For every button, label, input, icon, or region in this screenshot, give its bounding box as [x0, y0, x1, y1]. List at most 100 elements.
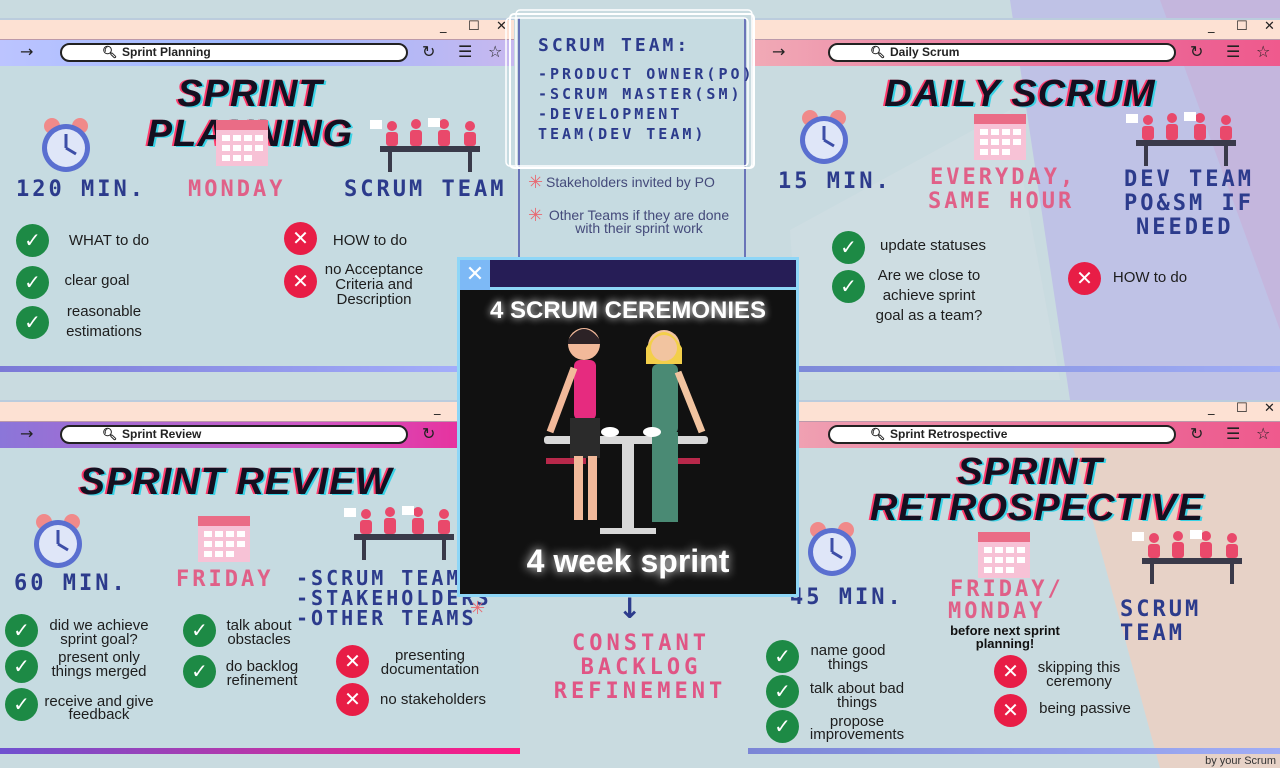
window-titlebar: [748, 400, 1280, 422]
maximize-icon[interactable]: ☐: [468, 19, 480, 34]
window-bottom-bar: [0, 748, 520, 754]
maximize-icon[interactable]: ☐: [1236, 19, 1248, 34]
search-icon: 🔍︎: [102, 45, 118, 59]
review-who: -OTHER TEAMS: [296, 606, 477, 630]
team-meeting-icon: [1126, 112, 1236, 166]
daily-do-item: achieve sprint: [882, 287, 976, 304]
asterisk-icon: ✳: [528, 172, 544, 193]
reload-icon[interactable]: ↻: [422, 42, 436, 61]
team-meeting-icon: [370, 118, 480, 172]
scrum-team-line: -PRODUCT OWNER(PO): [538, 65, 755, 83]
review-who: -STAKEHOLDERS: [296, 586, 492, 610]
alarm-clock-icon: [808, 522, 856, 576]
star-icon[interactable]: ☆: [1256, 424, 1271, 443]
check-icon: ✓: [766, 675, 799, 708]
url-text: Daily Scrum: [890, 45, 960, 59]
menu-icon[interactable]: ☰: [1226, 42, 1241, 61]
window-bottom-bar: [0, 366, 514, 372]
star-icon[interactable]: ☆: [1256, 42, 1271, 61]
retro-do-item: propose: [829, 713, 885, 730]
review-dont-item: documentation: [380, 661, 480, 678]
close-icon[interactable]: ✕: [460, 260, 490, 290]
maximize-icon[interactable]: ☐: [1236, 401, 1248, 416]
scrum-team-line: -DEVELOPMENT: [538, 105, 683, 123]
calendar-icon: [978, 532, 1030, 578]
daily-scrum-window: _ ☐ ✕ → 🔍︎ Daily Scrum ↻ ☰ ☆: [752, 18, 1280, 372]
review-do-item: feedback: [68, 706, 130, 723]
retro-dont-item: skipping this: [1037, 659, 1121, 676]
forward-arrow-icon[interactable]: →: [20, 424, 34, 443]
menu-icon[interactable]: ☰: [458, 42, 473, 61]
review-do-item: talk about: [226, 617, 292, 634]
url-field[interactable]: 🔍︎ Sprint Retrospective: [828, 425, 1176, 444]
close-icon[interactable]: ✕: [1264, 19, 1275, 34]
retro-dont-item: being passive: [1039, 700, 1131, 717]
center-ceremonies-window: ✕ 4 SCRUM CEREMONIES 4 week sprint: [457, 257, 799, 597]
daily-do-item: goal as a team?: [875, 307, 983, 324]
retro-day-note: before next sprint: [950, 623, 1060, 638]
check-icon: ✓: [766, 710, 799, 743]
reload-icon[interactable]: ↻: [1190, 424, 1204, 443]
planning-who: SCRUM TEAM: [344, 177, 507, 202]
review-dont-item: no stakeholders: [380, 691, 486, 708]
sprint-review-window: _ → 🔍︎ Sprint Review ↻: [0, 400, 520, 754]
other-teams-note: Other Teams if they are done: [548, 207, 730, 223]
cross-icon: ✕: [336, 683, 369, 716]
sprint-retro-window: _ ☐ ✕ → 🔍︎ Sprint Retrospective ↻ ☰ ☆: [748, 400, 1280, 754]
cross-icon: ✕: [994, 694, 1027, 727]
stakeholders-note: Stakeholders invited by PO: [546, 174, 715, 190]
check-icon: ✓: [5, 650, 38, 683]
review-do-item: things merged: [51, 663, 147, 680]
minimize-icon[interactable]: _: [434, 401, 441, 416]
search-icon: 🔍︎: [102, 427, 118, 441]
retro-do-item: name good: [810, 642, 886, 659]
url-text: Sprint Review: [122, 427, 202, 441]
close-icon[interactable]: ✕: [496, 19, 507, 34]
window-bottom-bar: [748, 748, 1280, 754]
backlog-refinement-line: CONSTANT: [572, 631, 710, 656]
scrum-team-line: -SCRUM MASTER(SM): [538, 85, 743, 103]
center-window-titlebar: [460, 260, 796, 290]
reload-icon[interactable]: ↻: [422, 424, 436, 443]
minimize-icon[interactable]: _: [1208, 401, 1215, 416]
url-field[interactable]: 🔍︎ Daily Scrum: [828, 43, 1176, 62]
calendar-icon: [216, 120, 268, 166]
forward-arrow-icon[interactable]: →: [772, 42, 786, 61]
sprint-retro-title-line2: RETROSPECTIVE: [870, 487, 1204, 529]
cross-icon: ✕: [336, 645, 369, 678]
planning-do-item: estimations: [66, 323, 142, 340]
window-titlebar: [0, 400, 520, 422]
calendar-icon: [198, 516, 250, 562]
window-titlebar: [752, 18, 1280, 40]
url-field[interactable]: 🔍︎ Sprint Planning: [60, 43, 408, 62]
reload-icon[interactable]: ↻: [1190, 42, 1204, 61]
review-dont-item: presenting: [394, 647, 466, 664]
review-do-item: obstacles: [227, 631, 291, 648]
forward-arrow-icon[interactable]: →: [20, 42, 34, 61]
check-icon: ✓: [766, 640, 799, 673]
daily-scrum-title: DAILY SCRUM: [884, 73, 1156, 115]
retro-day-note: planning!: [975, 636, 1035, 651]
minimize-icon[interactable]: _: [1208, 19, 1215, 34]
center-title: 4 SCRUM CEREMONIES: [489, 297, 767, 324]
url-field[interactable]: 🔍︎ Sprint Review: [60, 425, 408, 444]
url-text: Sprint Planning: [122, 45, 211, 59]
check-icon: ✓: [16, 266, 49, 299]
planning-dont-item: no Acceptance: [324, 261, 424, 278]
cross-icon: ✕: [284, 222, 317, 255]
star-icon[interactable]: ☆: [488, 42, 503, 61]
minimize-icon[interactable]: _: [440, 19, 447, 34]
backlog-refinement-line: BACKLOG: [580, 655, 702, 680]
sprint-planning-window: _ ☐ ✕ → 🔍︎ Sprint Planning ↻ ☰ ☆: [0, 18, 514, 372]
alarm-clock-icon: [42, 118, 90, 172]
center-subtitle: 4 week sprint: [526, 543, 730, 579]
review-do-item: present only: [58, 649, 140, 666]
close-icon[interactable]: ✕: [1264, 401, 1275, 416]
menu-icon[interactable]: ☰: [1226, 424, 1241, 443]
retro-do-item: things: [827, 656, 869, 673]
check-icon: ✓: [5, 614, 38, 647]
check-icon: ✓: [183, 655, 216, 688]
retro-day: MONDAY: [948, 599, 1046, 624]
check-icon: ✓: [183, 614, 216, 647]
